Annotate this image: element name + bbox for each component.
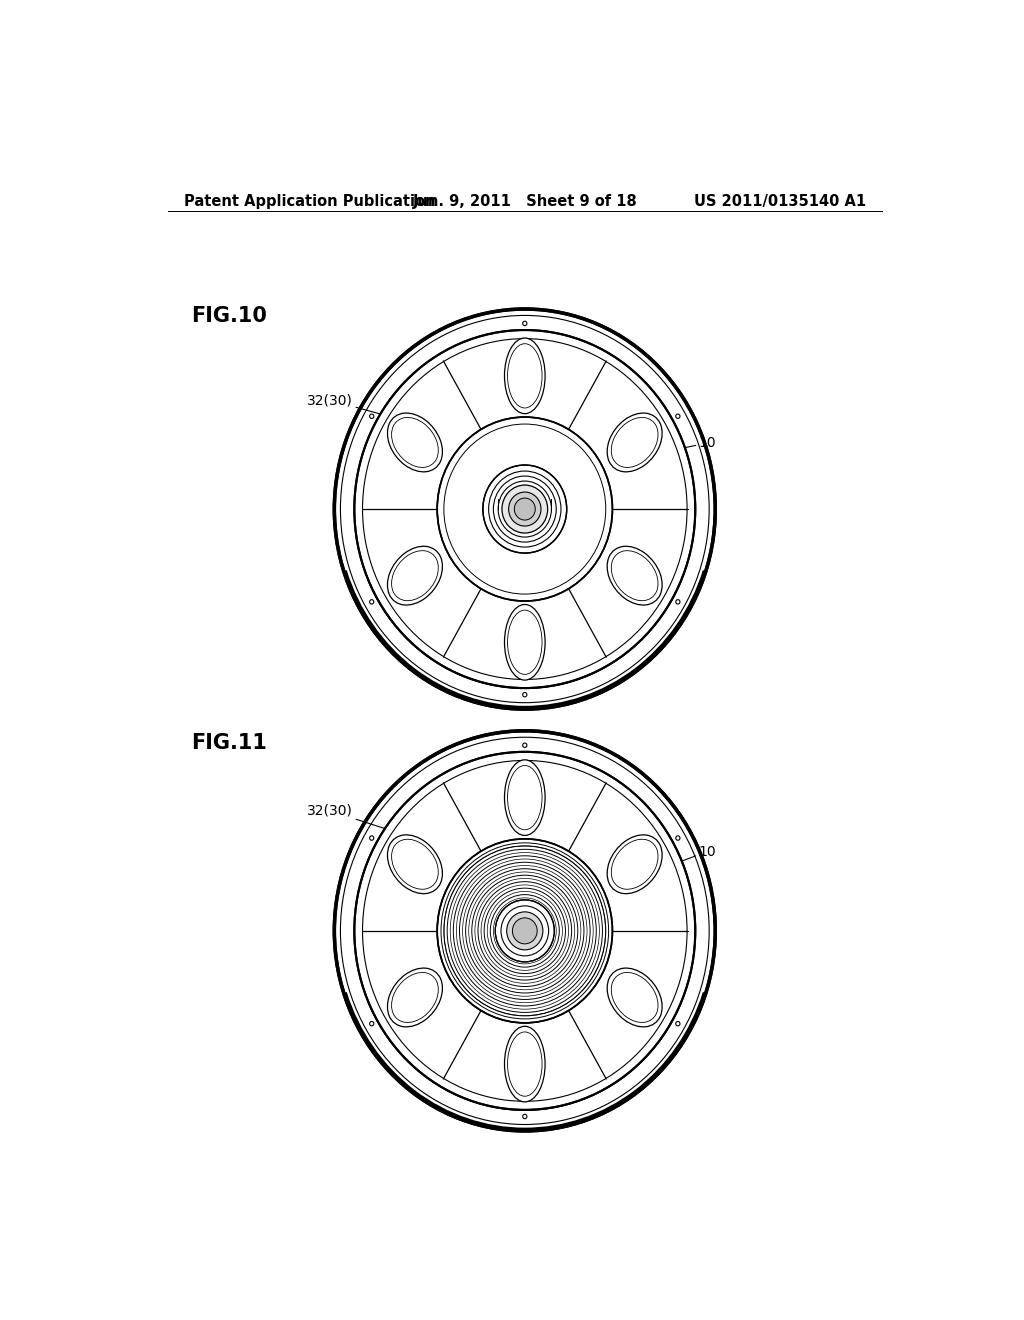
Ellipse shape bbox=[607, 546, 663, 605]
Text: 32(30): 32(30) bbox=[307, 393, 412, 422]
Ellipse shape bbox=[522, 321, 527, 326]
Ellipse shape bbox=[514, 498, 536, 520]
Ellipse shape bbox=[522, 693, 527, 697]
Ellipse shape bbox=[676, 1022, 680, 1026]
Ellipse shape bbox=[387, 834, 442, 894]
Ellipse shape bbox=[509, 492, 541, 527]
Ellipse shape bbox=[607, 968, 663, 1027]
Ellipse shape bbox=[387, 546, 442, 605]
Text: 14: 14 bbox=[516, 576, 534, 607]
Ellipse shape bbox=[676, 414, 680, 418]
Ellipse shape bbox=[370, 599, 374, 605]
Ellipse shape bbox=[512, 917, 538, 944]
Ellipse shape bbox=[505, 338, 545, 413]
Ellipse shape bbox=[505, 605, 545, 680]
Ellipse shape bbox=[507, 912, 543, 950]
Text: 12: 12 bbox=[566, 792, 606, 836]
Text: 32(30): 32(30) bbox=[307, 804, 412, 837]
Text: Jun. 9, 2011   Sheet 9 of 18: Jun. 9, 2011 Sheet 9 of 18 bbox=[413, 194, 637, 209]
Ellipse shape bbox=[387, 968, 442, 1027]
Ellipse shape bbox=[522, 743, 527, 747]
Ellipse shape bbox=[334, 309, 715, 709]
Text: FIG.11: FIG.11 bbox=[191, 733, 267, 752]
Text: 20: 20 bbox=[480, 364, 501, 400]
Text: 11: 11 bbox=[536, 364, 554, 404]
Text: US 2011/0135140 A1: US 2011/0135140 A1 bbox=[694, 194, 866, 209]
Ellipse shape bbox=[496, 900, 554, 962]
Ellipse shape bbox=[370, 836, 374, 841]
Text: 10: 10 bbox=[678, 436, 716, 450]
Ellipse shape bbox=[354, 752, 695, 1110]
Ellipse shape bbox=[505, 760, 545, 836]
Text: FIG.10: FIG.10 bbox=[191, 306, 267, 326]
Ellipse shape bbox=[607, 413, 663, 471]
Ellipse shape bbox=[483, 465, 566, 553]
Ellipse shape bbox=[505, 1026, 545, 1102]
Ellipse shape bbox=[370, 414, 374, 418]
Text: 10: 10 bbox=[677, 845, 716, 863]
Ellipse shape bbox=[437, 417, 612, 601]
Ellipse shape bbox=[334, 731, 715, 1131]
Text: 43: 43 bbox=[527, 792, 550, 829]
Text: 20: 20 bbox=[468, 792, 495, 824]
Ellipse shape bbox=[607, 834, 663, 894]
Ellipse shape bbox=[522, 1114, 527, 1118]
Text: Patent Application Publication: Patent Application Publication bbox=[183, 194, 435, 209]
Ellipse shape bbox=[354, 330, 695, 688]
Ellipse shape bbox=[676, 836, 680, 841]
Ellipse shape bbox=[437, 838, 612, 1023]
Ellipse shape bbox=[387, 413, 442, 471]
Ellipse shape bbox=[370, 1022, 374, 1026]
Ellipse shape bbox=[502, 484, 548, 533]
Ellipse shape bbox=[676, 599, 680, 605]
